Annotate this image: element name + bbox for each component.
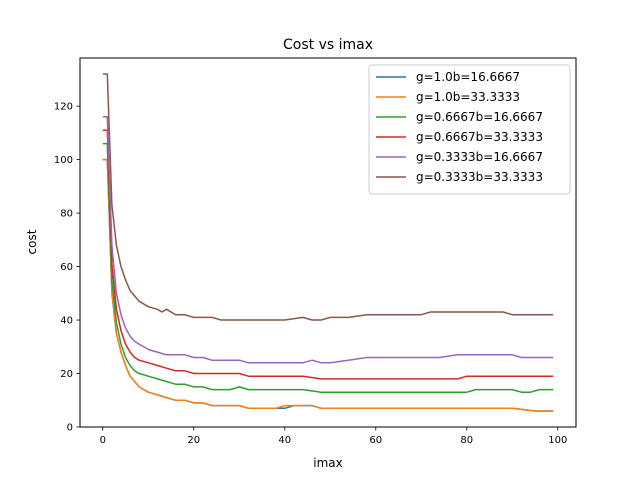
y-tick-label: 0: [67, 423, 73, 434]
y-tick-label: 20: [60, 369, 73, 380]
x-tick-label: 20: [187, 435, 200, 446]
plot-frame: [79, 57, 577, 428]
y-tick-label: 60: [60, 262, 73, 273]
y-axis-label: cost: [25, 229, 39, 254]
x-tick-label: 60: [369, 435, 382, 446]
series-line-5: [102, 116, 554, 364]
x-tick-label: 40: [278, 435, 291, 446]
y-axis: 0 20 40 60 80 100 120: [54, 102, 80, 434]
series-line-2: [102, 158, 554, 412]
x-tick-label: 100: [548, 435, 567, 446]
series-line-6: [102, 73, 554, 321]
legend-label-1: g=1.0b=16.6667: [416, 70, 520, 84]
x-axis-label: imax: [313, 456, 342, 470]
legend-label-5: g=0.3333b=16.6667: [416, 150, 543, 164]
y-tick-label: 100: [54, 155, 73, 166]
legend-label-4: g=0.6667b=33.3333: [416, 130, 543, 144]
series-line-4: [102, 129, 554, 380]
legend-label-2: g=1.0b=33.3333: [416, 90, 520, 104]
series-layer: [102, 73, 554, 412]
legend-box: [368, 64, 571, 195]
chart-title: Cost vs imax: [283, 37, 373, 53]
y-tick-label: 80: [60, 209, 73, 220]
x-axis: 0 20 40 60 80 100: [100, 427, 567, 446]
x-tick-label: 80: [460, 435, 473, 446]
legend: g=1.0b=16.6667 g=1.0b=33.3333 g=0.6667b=16…: [368, 64, 571, 195]
y-tick-label: 120: [54, 102, 73, 113]
y-tick-label: 40: [60, 316, 73, 327]
x-tick-label: 0: [100, 435, 106, 446]
series-line-3: [102, 142, 554, 393]
legend-label-6: g=0.3333b=33.3333: [416, 170, 543, 184]
legend-label-3: g=0.6667b=16.6667: [416, 110, 543, 124]
